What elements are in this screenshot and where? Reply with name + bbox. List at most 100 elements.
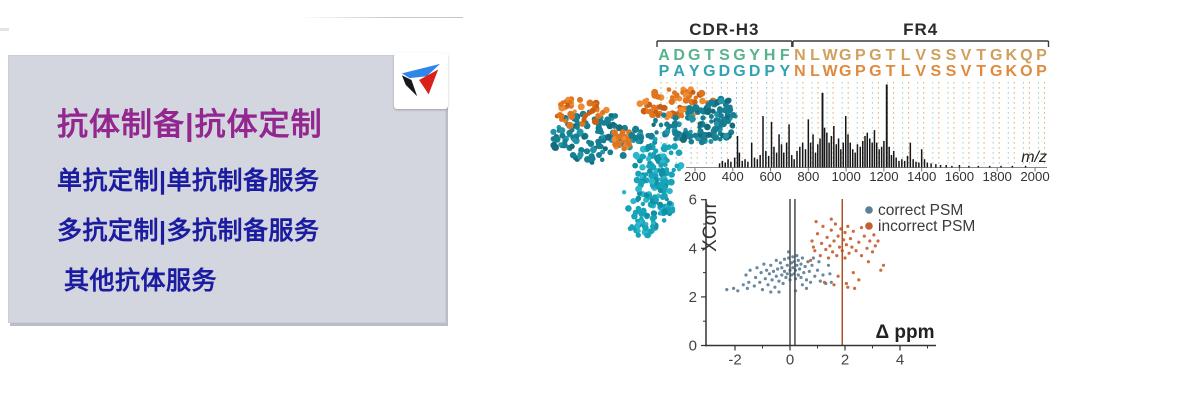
molecule-sphere bbox=[601, 138, 607, 144]
molecule-sphere bbox=[647, 168, 653, 174]
scatter-point-incorrect bbox=[854, 249, 858, 253]
molecule-sphere bbox=[636, 228, 641, 233]
molecule-sphere bbox=[661, 208, 669, 216]
molecule-sphere bbox=[717, 106, 723, 112]
scatter-point-correct bbox=[810, 263, 814, 267]
molecule-sphere bbox=[600, 149, 606, 155]
molecule-sphere bbox=[699, 97, 706, 105]
sequence-letter: P bbox=[1036, 47, 1047, 64]
scatter-point-correct bbox=[818, 279, 822, 283]
scatter-point-incorrect bbox=[836, 274, 840, 278]
molecule-sphere bbox=[648, 173, 655, 179]
scatter-point-correct bbox=[785, 263, 789, 267]
service-panel: 抗体制备|抗体定制 单抗定制|单抗制备服务 多抗定制|多抗制备服务 其他抗体服务 bbox=[8, 53, 448, 323]
scatter-point-correct bbox=[744, 273, 748, 277]
sequence-letter: G bbox=[733, 47, 745, 64]
scatter-point-correct bbox=[791, 266, 795, 270]
molecule-sphere bbox=[558, 127, 566, 134]
molecule-sphere bbox=[632, 209, 639, 216]
molecule-sphere bbox=[644, 212, 650, 219]
molecule-sphere bbox=[677, 162, 685, 170]
sequence-letter: A bbox=[658, 47, 670, 64]
sequence-letter: T bbox=[886, 63, 896, 80]
sequence-letter: P bbox=[659, 63, 670, 80]
molecule-sphere bbox=[594, 103, 599, 109]
sequence-letter: T bbox=[704, 47, 714, 64]
molecule-sphere bbox=[651, 122, 656, 128]
molecule-sphere bbox=[569, 152, 577, 159]
scatter-point-correct bbox=[778, 261, 782, 265]
molecule-sphere bbox=[596, 127, 604, 135]
molecule-sphere bbox=[553, 135, 561, 143]
sequence-letter: G bbox=[990, 47, 1002, 64]
scatter-point-correct bbox=[809, 280, 813, 284]
molecule-sphere bbox=[621, 146, 627, 152]
scatter-point-correct bbox=[829, 280, 833, 284]
scatter-point-correct bbox=[795, 254, 799, 258]
scatter-point-correct bbox=[817, 260, 821, 264]
molecule-sphere bbox=[630, 198, 637, 205]
scatter-point-correct bbox=[777, 279, 781, 283]
molecule-sphere bbox=[632, 162, 639, 169]
scatter-point-incorrect bbox=[851, 229, 855, 233]
scatter-point-incorrect bbox=[829, 228, 833, 232]
molecule-sphere bbox=[686, 96, 691, 101]
molecule-sphere bbox=[723, 132, 730, 139]
molecule-sphere bbox=[653, 197, 660, 203]
scatter-point-incorrect bbox=[859, 254, 864, 258]
molecule-sphere bbox=[647, 228, 654, 235]
scatter-point-correct bbox=[800, 283, 804, 287]
scatter-point-correct bbox=[748, 268, 752, 272]
molecule-sphere bbox=[563, 118, 568, 124]
antibody-structure-image bbox=[550, 86, 738, 239]
molecule-sphere bbox=[645, 108, 650, 114]
scatter-point-incorrect bbox=[836, 234, 840, 238]
logo-triangle-icon bbox=[401, 63, 441, 97]
service-link-other[interactable]: 其他抗体服务 bbox=[64, 267, 218, 295]
molecule-sphere bbox=[571, 137, 577, 143]
molecule-sphere bbox=[601, 120, 607, 126]
molecule-sphere bbox=[671, 120, 679, 127]
molecule-sphere bbox=[605, 133, 612, 141]
scatter-point-incorrect bbox=[829, 217, 833, 221]
sequence-letter: Y bbox=[779, 63, 790, 80]
scatter-point-correct bbox=[784, 275, 788, 280]
edge-artifact bbox=[0, 28, 9, 31]
molecule-sphere bbox=[697, 128, 704, 135]
scatter-point-incorrect bbox=[865, 246, 869, 250]
molecule-sphere bbox=[600, 109, 606, 115]
scatter-point-incorrect bbox=[814, 220, 818, 224]
service-link-polyclonal[interactable]: 多抗定制|多抗制备服务 bbox=[57, 217, 320, 245]
scatter-point-correct bbox=[826, 263, 831, 267]
service-link-monoclonal[interactable]: 单抗定制|单抗制备服务 bbox=[57, 167, 320, 195]
molecule-sphere bbox=[607, 149, 614, 156]
molecule-sphere bbox=[717, 97, 725, 105]
molecule-sphere bbox=[717, 136, 723, 142]
scatter-point-correct bbox=[769, 290, 773, 294]
scatter-point-correct bbox=[762, 262, 766, 266]
scatter-point-correct bbox=[732, 286, 736, 290]
scatter-point-correct bbox=[785, 272, 789, 276]
molecule-sphere bbox=[654, 130, 659, 135]
scatter-point-incorrect bbox=[832, 283, 836, 287]
scatter-point-incorrect bbox=[857, 278, 861, 282]
scatter-point-incorrect bbox=[835, 254, 839, 258]
mz-axis-label: m/z bbox=[1021, 149, 1047, 166]
molecule-sphere bbox=[591, 118, 599, 125]
scatter-point-correct bbox=[769, 263, 773, 267]
scatter-point-correct bbox=[806, 260, 810, 264]
scatter-point-incorrect bbox=[822, 280, 826, 284]
scatter-point-correct bbox=[736, 289, 740, 293]
scatter-point-incorrect bbox=[837, 245, 842, 249]
scatter-point-incorrect bbox=[809, 258, 813, 262]
sequence-letter: G bbox=[703, 63, 715, 80]
scatter-point-incorrect bbox=[826, 256, 831, 260]
molecule-sphere bbox=[635, 195, 642, 202]
molecule-sphere bbox=[654, 154, 661, 162]
molecule-sphere bbox=[645, 233, 651, 239]
sequence-letter: G bbox=[688, 47, 700, 64]
molecule-sphere bbox=[709, 119, 714, 124]
spectrum-tick-label: 1000 bbox=[831, 169, 860, 184]
scatter-point-correct bbox=[767, 272, 771, 276]
